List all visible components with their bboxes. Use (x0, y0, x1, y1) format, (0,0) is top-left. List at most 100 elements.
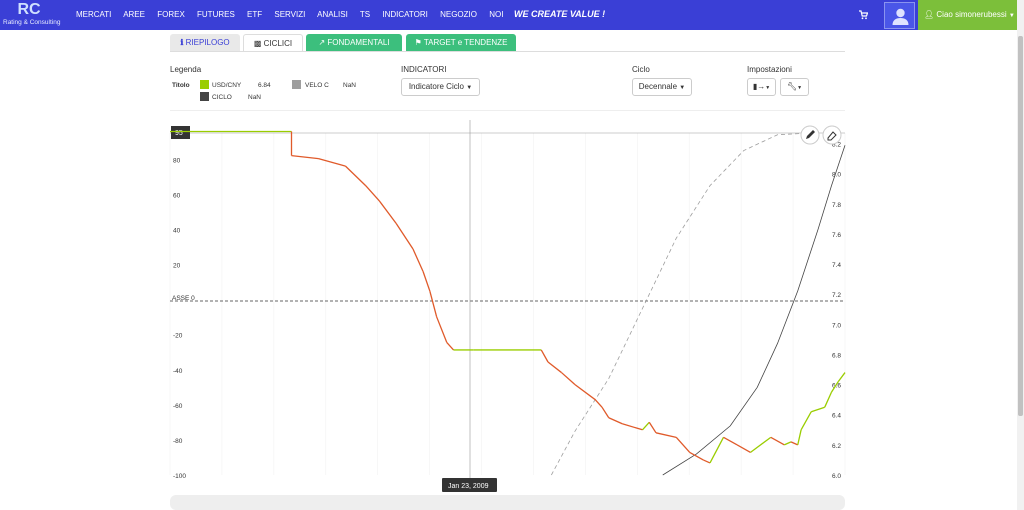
left-tick-label: -40 (173, 368, 183, 375)
wrench-icon: 🔧︎ (786, 82, 798, 91)
tab-riepilogo[interactable]: ℹ RIEPILOGO (170, 34, 240, 51)
left-tick-label: -20 (173, 333, 183, 340)
series-usdcny-segment (412, 248, 424, 272)
series-usdcny-segment (318, 157, 346, 167)
scrollbar-thumb[interactable] (1018, 36, 1023, 416)
series-usdcny-segment (675, 436, 691, 453)
series-usdcny-segment (824, 391, 833, 408)
nav-item-servizi[interactable]: SERVIZI (274, 10, 306, 19)
right-tick-label: 8.0 (832, 172, 841, 179)
chart-navigator[interactable] (170, 495, 845, 510)
line-chart-icon: ↗ (318, 38, 326, 47)
right-axis-ticks: 8.2 8.0 7.8 7.6 7.4 7.2 7.0 6.8 6.6 6.4 6.2 6.0 (832, 142, 841, 480)
tab-label: RIEPILOGO (185, 38, 230, 47)
tab-label: FONDAMENTALI (327, 38, 390, 47)
nav-item-indicatori[interactable]: INDICATORI (382, 10, 428, 19)
user-icon (892, 8, 909, 25)
series-usdcny-segment (702, 459, 711, 464)
flag-icon: ⚑ (414, 38, 422, 47)
top-navbar: RC Rating & Consulting MERCATI AREE FORE… (0, 0, 1024, 30)
series-usdcny-segment (642, 421, 650, 431)
right-tick-label: 8.2 (832, 142, 841, 149)
avatar[interactable] (884, 2, 915, 29)
page-scrollbar[interactable] (1017, 0, 1024, 510)
left-tick-label: 40 (173, 227, 181, 234)
nav-item-mercati[interactable]: MERCATI (76, 10, 112, 19)
user-menu-button[interactable]: 👤︎ Ciao simonerubessi ▼ (918, 0, 1017, 30)
series-usdcny-segment (446, 341, 454, 351)
series-usdcny-segment (783, 441, 792, 446)
legend-swatch-velo (292, 80, 301, 89)
series-usdcny-segment (797, 429, 802, 446)
series-usdcny-segment (800, 411, 812, 431)
export-dropdown[interactable]: ▮→▼ (747, 78, 776, 96)
series-usdcny-segment (345, 165, 367, 187)
series-ciclo (662, 145, 846, 476)
tab-fondamentali[interactable]: ↗ FONDAMENTALI (306, 34, 402, 51)
eraser-tool-button[interactable] (822, 125, 842, 145)
series-usdcny-segment (811, 406, 825, 413)
nav-item-forex[interactable]: FOREX (157, 10, 185, 19)
tab-ciclici[interactable]: ▩ CICLICI (243, 34, 303, 51)
left-tick-label: 20 (173, 263, 181, 270)
legend-value-ciclo: NaN (248, 94, 262, 101)
settings-dropdown[interactable]: 🔧︎▼ (780, 78, 809, 96)
indicatore-dropdown[interactable]: Indicatore Ciclo ▼ (401, 78, 480, 96)
right-tick-label: 7.8 (832, 202, 841, 209)
chart-series (170, 130, 846, 476)
nav-item-aree[interactable]: AREE (123, 10, 145, 19)
eraser-icon (827, 131, 837, 141)
nav-item-negozio[interactable]: NEGOZIO (440, 10, 477, 19)
series-usdcny-segment (422, 271, 431, 292)
caret-down-icon: ▼ (679, 85, 686, 91)
left-tick-label: 60 (173, 192, 181, 199)
nav-item-etf[interactable]: ETF (247, 10, 263, 19)
legend-value-usdcny: 6.84 (258, 82, 271, 89)
right-tick-label: 7.2 (832, 292, 841, 299)
right-tick-label: 6.2 (832, 443, 841, 450)
left-tick-label: -60 (173, 403, 183, 410)
series-usdcny-segment (608, 417, 623, 425)
tab-target-tendenze[interactable]: ⚑ TARGET e TENDENZE (406, 34, 516, 51)
series-usdcny-segment (594, 399, 603, 408)
tab-label: CICLICI (263, 39, 293, 48)
series-usdcny-segment (770, 436, 785, 446)
export-icon: ▮→ (752, 82, 766, 91)
nav-item-ts[interactable]: TS (359, 10, 371, 19)
right-tick-label: 7.6 (832, 232, 841, 239)
series-usdcny-segment (648, 421, 657, 434)
nav-item-noi[interactable]: NOI (489, 10, 504, 19)
series-usdcny-segment (750, 436, 772, 453)
left-axis-ticks: 80 60 40 20 -20 -40 -60 -80 -100 (173, 157, 186, 480)
nav-item-futures[interactable]: FUTURES (197, 10, 235, 19)
series-usdcny-segment (540, 349, 549, 363)
cursor-value-box (171, 126, 190, 139)
series-usdcny-segment (429, 291, 438, 317)
legend-title: Legenda (170, 65, 202, 74)
user-small-icon: 👤︎ (924, 10, 935, 19)
zero-line-label: ASSE 0 (172, 295, 195, 302)
section-divider (170, 110, 845, 111)
info-icon: ℹ (180, 38, 184, 47)
pencil-tool-button[interactable] (800, 125, 820, 145)
cart-button[interactable] (852, 4, 874, 26)
series-usdcny-segment (837, 372, 846, 382)
left-tick-label: 80 (173, 157, 181, 164)
logo-text: Rating & Consulting (3, 19, 61, 26)
series-usdcny-segment (723, 436, 738, 446)
brand-logo[interactable]: RC Rating & Consulting (0, 0, 70, 30)
indicatori-title: INDICATORI (401, 65, 447, 74)
legend-name-ciclo: CICLO (212, 94, 232, 101)
bar-chart-icon: ▩ (253, 39, 262, 48)
logo-mark: RC (17, 1, 41, 18)
pencil-icon (806, 130, 815, 139)
nav-item-analisi[interactable]: ANALISI (317, 10, 348, 19)
tab-divider (170, 51, 845, 52)
ciclo-dropdown[interactable]: Decennale ▼ (632, 78, 692, 96)
series-usdcny-segment (689, 451, 704, 461)
legend-name-velo: VELO C (305, 82, 329, 89)
legend-value-velo: NaN (343, 82, 357, 89)
left-tick-label: -80 (173, 438, 183, 445)
dropdown-label: Decennale (638, 82, 678, 91)
